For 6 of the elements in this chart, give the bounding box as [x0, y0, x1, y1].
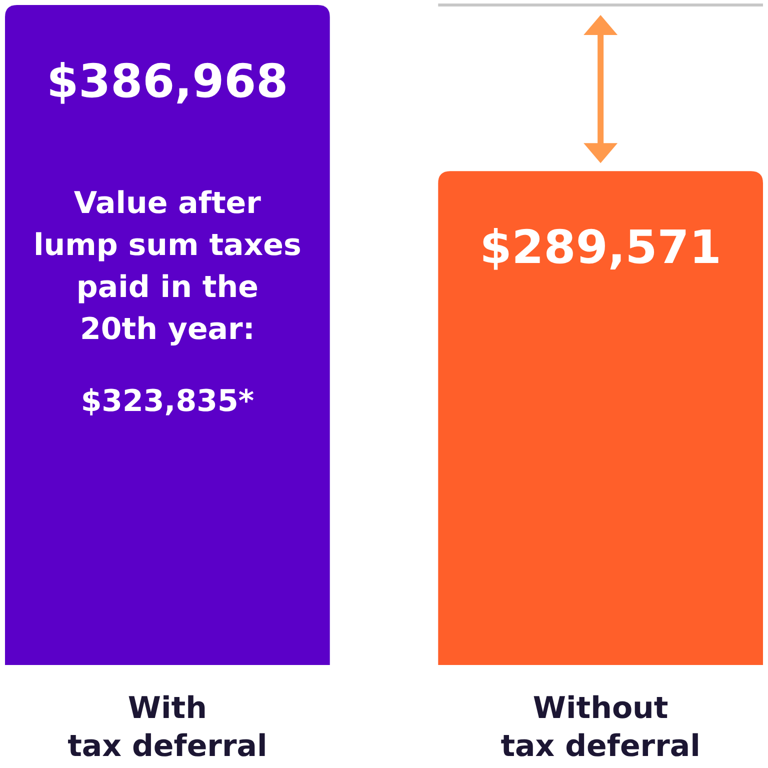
- x-tick-label: Without tax deferral: [500, 691, 700, 764]
- x-tick-label: With tax deferral: [68, 691, 268, 764]
- annotation: $323,835*: [80, 384, 254, 419]
- data-label: $386,968: [46, 54, 288, 108]
- annotation: Value after lump sum taxes paid in the 20th year:: [33, 186, 302, 347]
- data-label: $289,571: [480, 220, 722, 274]
